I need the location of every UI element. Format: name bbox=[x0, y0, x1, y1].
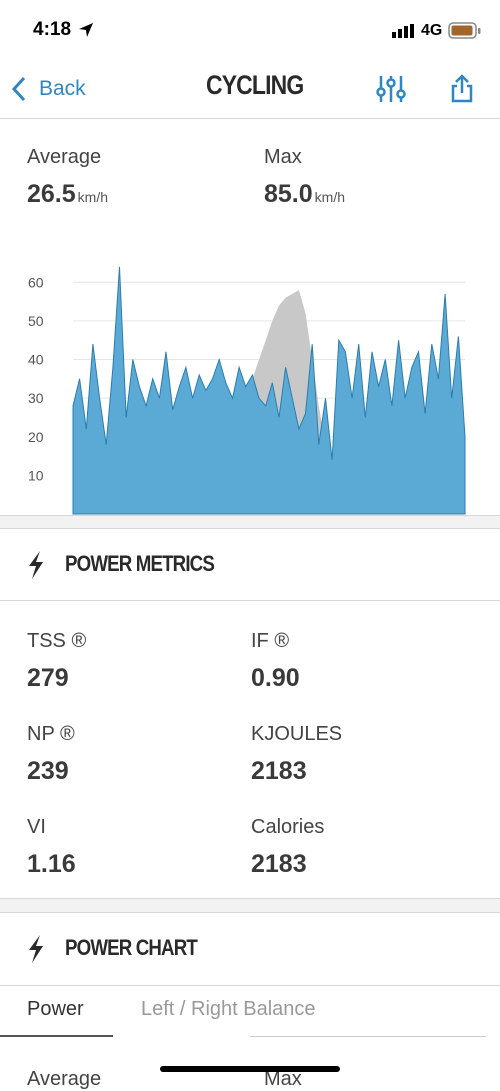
metric-label: NP ® bbox=[27, 723, 75, 745]
average-value: 26.5 km/h bbox=[27, 180, 108, 209]
tab-underline bbox=[0, 1035, 113, 1037]
nav-title: CYCLING bbox=[206, 70, 304, 100]
section-gap bbox=[0, 515, 500, 529]
metric-label: KJOULES bbox=[251, 723, 343, 745]
max-value: 85.0 km/h bbox=[264, 180, 345, 209]
metric-label: Calories bbox=[251, 816, 325, 838]
divider bbox=[0, 985, 500, 986]
filter-button[interactable] bbox=[376, 74, 406, 104]
back-button[interactable]: Back bbox=[39, 77, 86, 100]
battery-icon bbox=[448, 22, 481, 39]
value: 26.5 bbox=[27, 180, 76, 208]
status-time: 4:18 bbox=[33, 19, 72, 40]
metric-label: VI bbox=[27, 816, 46, 838]
home-indicator bbox=[160, 1066, 340, 1072]
average-label: Average bbox=[27, 1068, 102, 1090]
section-title: POWER CHART bbox=[65, 935, 198, 960]
metric-value: 0.90 bbox=[251, 664, 300, 692]
metric-value: 1.16 bbox=[27, 850, 76, 878]
max-label: Max bbox=[264, 146, 302, 168]
area bbox=[72, 266, 466, 515]
metric-label: IF ® bbox=[251, 630, 290, 652]
signal-icon bbox=[392, 24, 414, 38]
network: 4G bbox=[421, 22, 443, 39]
bolt-icon bbox=[29, 551, 43, 579]
metric-value: 279 bbox=[27, 664, 69, 692]
section-gap bbox=[0, 898, 500, 913]
back-chevron[interactable] bbox=[10, 76, 28, 102]
location-icon bbox=[79, 23, 93, 37]
share-button[interactable] bbox=[450, 74, 474, 104]
metric-value: 2183 bbox=[251, 757, 307, 785]
y-tick-label: 30 bbox=[28, 390, 44, 406]
section-title: POWER METRICS bbox=[65, 551, 215, 576]
unit: km/h bbox=[77, 189, 109, 205]
y-tick-label: 50 bbox=[28, 313, 44, 329]
average-label: Average bbox=[27, 146, 102, 168]
y-tick-label: 60 bbox=[28, 274, 44, 290]
metric-label: TSS ® bbox=[27, 630, 87, 652]
tab[interactable]: Left / Right Balance bbox=[141, 998, 316, 1020]
unit: km/h bbox=[314, 189, 346, 205]
tab-active[interactable]: Power bbox=[27, 998, 84, 1020]
y-tick-label: 20 bbox=[28, 429, 44, 445]
y-tick-label: 40 bbox=[28, 352, 44, 368]
bolt-icon bbox=[29, 935, 43, 963]
speed-chart: 10 20 30 40 50 60 bbox=[28, 266, 466, 515]
value: 85.0 bbox=[264, 180, 313, 208]
metric-value: 2183 bbox=[251, 850, 307, 878]
metric-value: 239 bbox=[27, 757, 69, 785]
divider bbox=[0, 600, 500, 601]
tab-line bbox=[250, 1036, 486, 1037]
y-tick-label: 10 bbox=[28, 467, 44, 483]
divider bbox=[0, 118, 500, 119]
